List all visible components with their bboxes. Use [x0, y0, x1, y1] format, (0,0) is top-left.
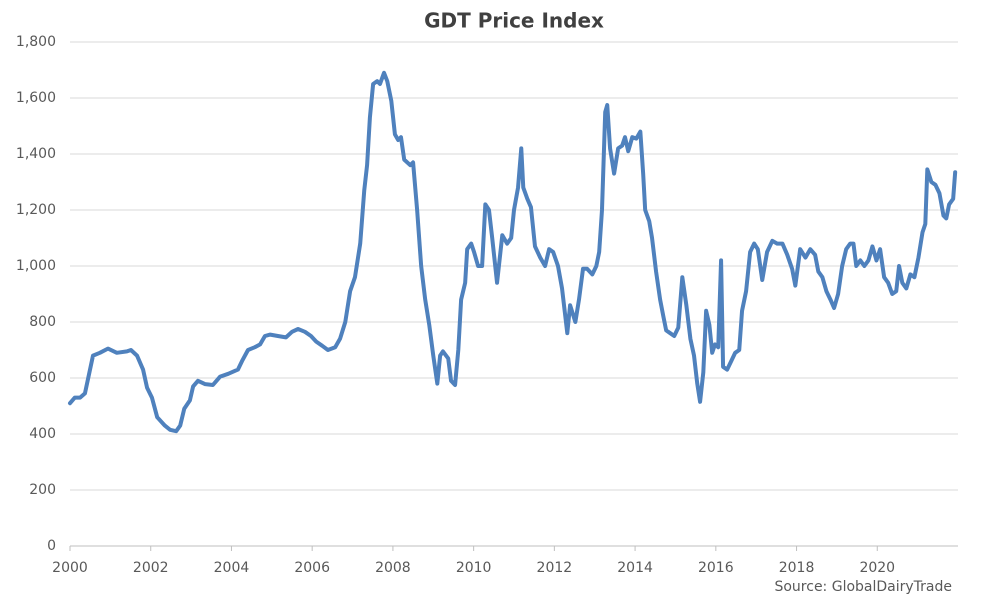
x-tick-label: 2004 — [214, 560, 250, 576]
x-tick-label: 2010 — [456, 560, 492, 576]
y-tick-label: 0 — [47, 538, 56, 554]
x-tick-label: 2006 — [294, 560, 330, 576]
x-tick-label: 2008 — [375, 560, 411, 576]
price-line — [68, 70, 958, 434]
x-tick-label: 2020 — [859, 560, 895, 576]
x-tick-label: 2014 — [617, 560, 653, 576]
y-tick-label: 1,600 — [16, 90, 56, 106]
x-tick-label: 2016 — [698, 560, 734, 576]
x-tick-label: 2000 — [52, 560, 88, 576]
y-tick-label: 1,800 — [16, 34, 56, 50]
y-tick-label: 200 — [29, 482, 56, 498]
y-tick-label: 1,400 — [16, 146, 56, 162]
chart-title: GDT Price Index — [424, 9, 604, 33]
y-tick-label: 400 — [29, 426, 56, 442]
y-tick-label: 800 — [29, 314, 56, 330]
source-note: Source: GlobalDairyTrade — [774, 579, 952, 595]
y-tick-label: 1,000 — [16, 258, 56, 274]
x-tick-label: 2018 — [779, 560, 815, 576]
y-tick-label: 600 — [29, 370, 56, 386]
x-tick-label: 2002 — [133, 560, 169, 576]
y-tick-label: 1,200 — [16, 202, 56, 218]
x-tick-label: 2012 — [537, 560, 573, 576]
